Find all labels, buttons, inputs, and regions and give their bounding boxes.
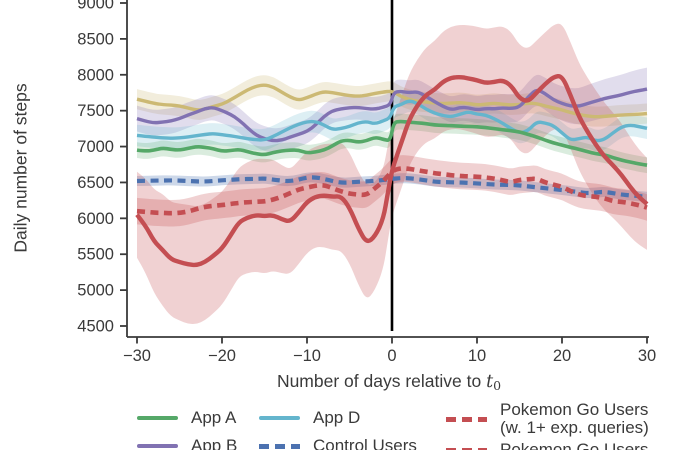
svg-text:5000: 5000 bbox=[77, 282, 114, 300]
svg-text:4500: 4500 bbox=[77, 318, 114, 336]
legend-label: Control Users bbox=[313, 436, 417, 450]
legend-item-pokemon-go-1plus: Pokemon Go Users (w. 1+ exp. queries) bbox=[446, 401, 649, 437]
svg-text:20: 20 bbox=[553, 347, 571, 365]
legend-label: App B bbox=[191, 436, 238, 450]
legend-label: App D bbox=[313, 408, 361, 427]
svg-text:7500: 7500 bbox=[77, 102, 114, 120]
svg-text:6000: 6000 bbox=[77, 210, 114, 228]
svg-text:−30: −30 bbox=[123, 347, 151, 365]
legend-label: Pokemon Go Users (w. 1+ exp. queries) bbox=[500, 401, 649, 437]
svg-text:9000: 9000 bbox=[77, 0, 114, 13]
svg-text:5500: 5500 bbox=[77, 246, 114, 264]
legend-item-app-b: App B bbox=[137, 437, 237, 450]
svg-text:−10: −10 bbox=[293, 347, 321, 365]
app-a-line-swatch bbox=[137, 416, 178, 420]
app-b-line-swatch bbox=[137, 444, 178, 448]
svg-text:10: 10 bbox=[468, 347, 486, 365]
pokemon-go-dashed-line-swatch bbox=[446, 416, 487, 422]
x-axis-label-text: Number of days relative to bbox=[276, 371, 487, 391]
legend-item-app-d: App D bbox=[259, 409, 360, 427]
legend-item-control-users: Control Users bbox=[259, 437, 417, 450]
svg-text:0: 0 bbox=[387, 347, 396, 365]
x-axis-label: Number of days relative to t0 bbox=[276, 371, 502, 393]
legend-label: App A bbox=[191, 408, 237, 427]
legend-item-app-a: App A bbox=[137, 409, 236, 427]
app-d-line-swatch bbox=[259, 416, 300, 420]
svg-text:6500: 6500 bbox=[77, 174, 114, 192]
control-users-dashed-line-swatch bbox=[259, 443, 300, 449]
svg-text:30: 30 bbox=[638, 347, 656, 365]
legend-label-line1: Pokemon Go Users bbox=[500, 400, 649, 419]
svg-text:8500: 8500 bbox=[77, 30, 114, 48]
svg-text:−20: −20 bbox=[208, 347, 236, 365]
pokemon-go-dashed-line-swatch-2 bbox=[446, 447, 487, 450]
svg-text:8000: 8000 bbox=[77, 66, 114, 84]
legend-item-pokemon-go-second: Pokemon Go Users bbox=[446, 441, 648, 450]
y-axis-label: Daily number of steps bbox=[10, 83, 31, 253]
x-axis-label-t-subscript: 0 bbox=[493, 378, 502, 393]
x-axis-label-t-variable: t bbox=[486, 372, 494, 392]
legend-label-line2: (w. 1+ exp. queries) bbox=[500, 418, 649, 437]
svg-text:7000: 7000 bbox=[77, 138, 114, 156]
legend-label: Pokemon Go Users bbox=[500, 440, 649, 450]
